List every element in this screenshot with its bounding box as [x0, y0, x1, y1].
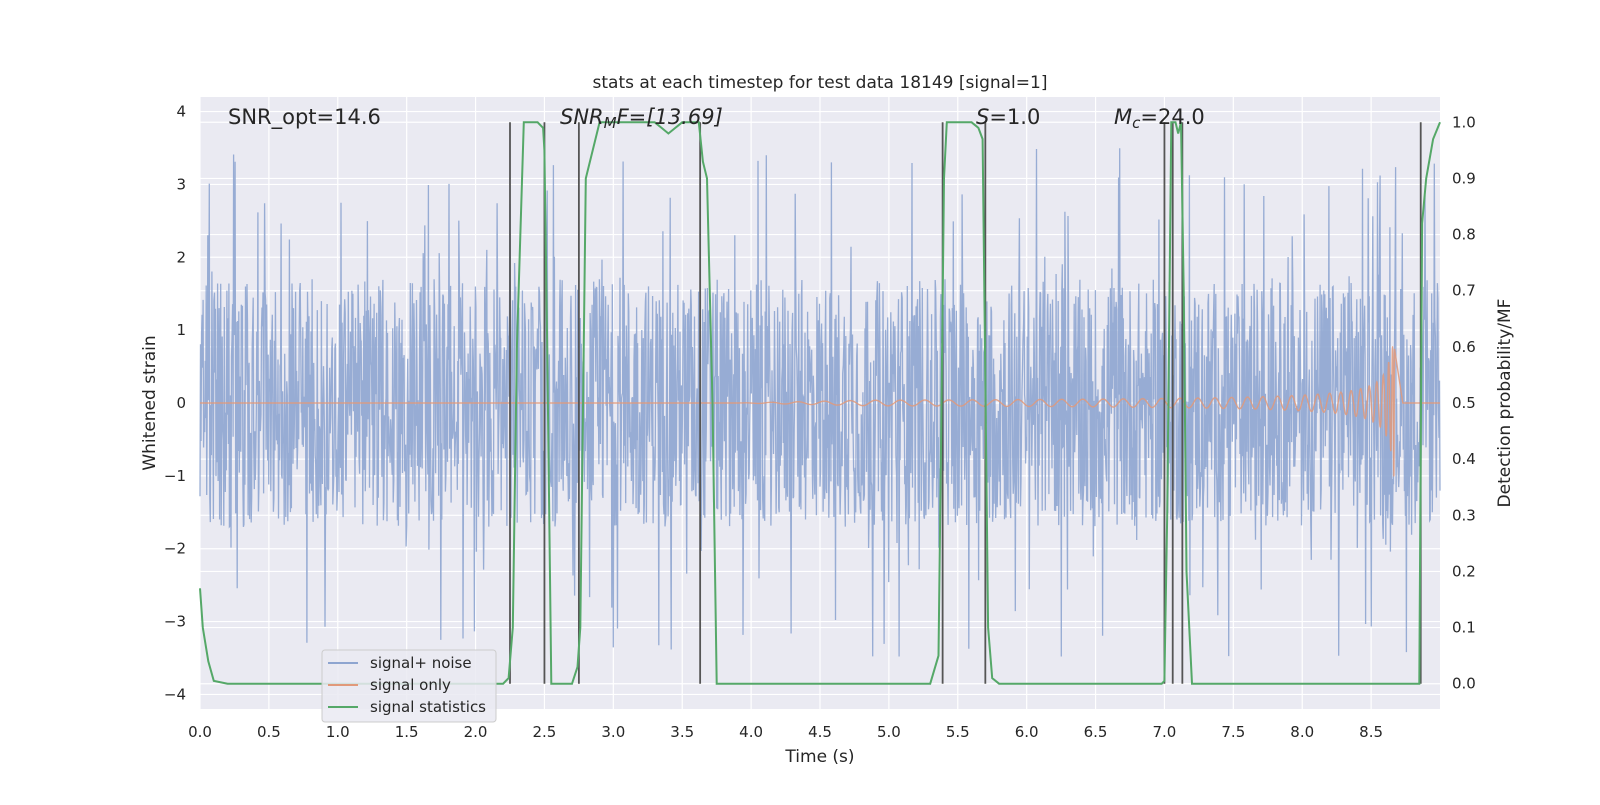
y-axis-label: Whitened strain — [140, 335, 160, 470]
y2-tick-label: 0.9 — [1452, 169, 1476, 187]
annotation-snr-mf-base: SNR — [560, 105, 604, 129]
legend: signal+ noise signal only signal statist… — [321, 649, 497, 723]
statistics-series — [199, 121, 1441, 685]
y2-tick-label: 0.6 — [1452, 338, 1476, 356]
x-tick-label: 0.0 — [188, 723, 212, 741]
y-tick-label: −4 — [164, 685, 186, 703]
x-tick-label: 2.0 — [464, 723, 488, 741]
annotation-snr-mf: SNRMF=[13.69] — [560, 105, 723, 132]
legend-box — [321, 649, 497, 723]
legend-label-stats: signal statistics — [370, 698, 486, 716]
y2-tick-label: 0.8 — [1452, 226, 1476, 244]
chart-title: stats at each timestep for test data 181… — [593, 73, 1048, 93]
x-axis-label: Time (s) — [784, 747, 854, 767]
x-tick-label: 2.5 — [533, 723, 557, 741]
x-tick-label: 7.5 — [1221, 723, 1245, 741]
annotation-snr-mf-sub: M — [604, 114, 617, 132]
x-tick-label: 8.0 — [1290, 723, 1314, 741]
annotation-mc-sub: c — [1132, 114, 1141, 132]
x-tick-label: 4.0 — [739, 723, 763, 741]
y-tick-label: −1 — [164, 467, 186, 485]
x-tick-label: 8.5 — [1359, 723, 1383, 741]
noise-line — [199, 148, 1441, 657]
y-tick-labels: 4 3 2 1 0 −1 −2 −3 −4 — [164, 103, 186, 704]
y2-tick-label: 0.1 — [1452, 619, 1476, 637]
y-tick-label: −3 — [164, 613, 186, 631]
x-tick-label: 3.5 — [670, 723, 694, 741]
annotation-s: S=1.0 — [976, 105, 1040, 129]
vertical-lines — [509, 122, 1422, 684]
x-tick-labels: 0.0 0.5 1.0 1.5 2.0 2.5 3.0 3.5 4.0 4.5 5.0 5.5 6.0 6… — [188, 723, 1383, 741]
y2-tick-label: 0.5 — [1452, 394, 1476, 412]
legend-label-signal: signal only — [370, 676, 451, 694]
y-tick-label: 0 — [176, 394, 186, 412]
signal-only-series — [200, 346, 1440, 477]
noise-series — [199, 148, 1441, 657]
x-tick-label: 4.5 — [808, 723, 832, 741]
y-tick-label: 3 — [176, 175, 186, 193]
x-tick-label: 1.5 — [395, 723, 419, 741]
x-tick-label: 1.0 — [326, 723, 350, 741]
y2-tick-label: 0.0 — [1452, 675, 1476, 693]
legend-label-noise: signal+ noise — [370, 654, 472, 672]
y2-tick-label: 0.2 — [1452, 562, 1476, 580]
statistics-line — [199, 121, 1441, 685]
annotation-snr-mf-rest: F=[13.69] — [617, 105, 723, 129]
y-tick-label: 2 — [176, 248, 186, 266]
y2-tick-label: 0.3 — [1452, 506, 1476, 524]
x-tick-label: 5.5 — [946, 723, 970, 741]
y2-tick-label: 0.4 — [1452, 450, 1476, 468]
y2-tick-label: 0.7 — [1452, 282, 1476, 300]
annotation-mc-rest: =24.0 — [1140, 105, 1204, 129]
annotation-mc-var: M — [1114, 105, 1132, 129]
x-tick-label: 6.5 — [1084, 723, 1108, 741]
y-tick-label: 4 — [176, 103, 186, 121]
x-tick-label: 5.0 — [877, 723, 901, 741]
y-tick-label: −2 — [164, 540, 186, 558]
signal-line — [200, 346, 1440, 477]
y2-tick-label: 1.0 — [1452, 113, 1476, 131]
x-tick-label: 7.0 — [1153, 723, 1177, 741]
y-tick-label: 1 — [176, 321, 186, 339]
annotation-s-var: S — [976, 105, 989, 129]
y2-tick-labels: 1.0 0.9 0.8 0.7 0.6 0.5 0.4 0.3 0.2 0.1 0.0 — [1452, 113, 1476, 692]
x-tick-label: 3.0 — [601, 723, 625, 741]
annotation-mc: Mc=24.0 — [1114, 105, 1205, 132]
annotation-snr-opt: SNR_opt=14.6 — [228, 105, 381, 130]
x-tick-label: 6.0 — [1015, 723, 1039, 741]
x-tick-label: 0.5 — [257, 723, 281, 741]
y2-axis-label: Detection probability/MF — [1495, 299, 1515, 508]
annotation-s-rest: =1.0 — [989, 105, 1040, 129]
